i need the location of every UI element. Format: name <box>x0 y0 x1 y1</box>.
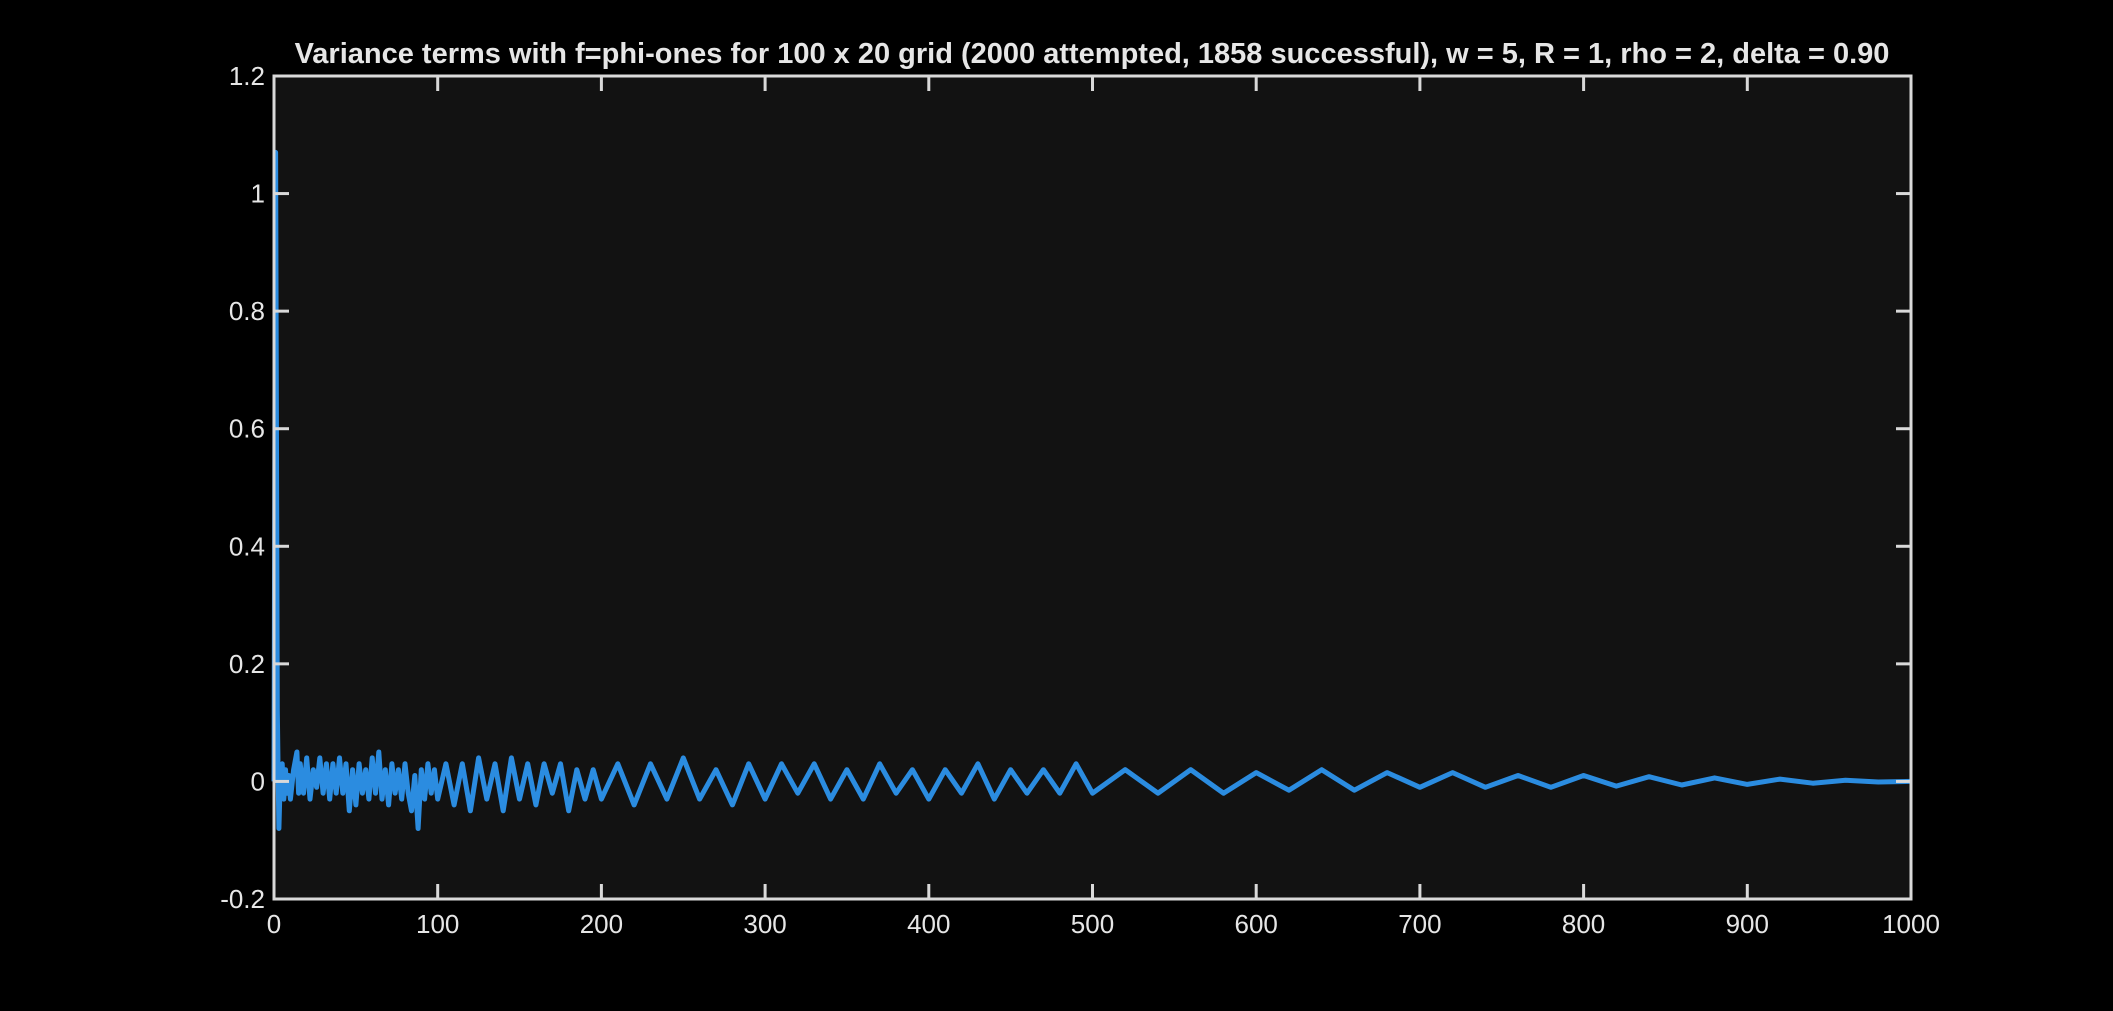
series-line-0 <box>271 149 1912 831</box>
x-tick-label: 100 <box>416 909 459 939</box>
y-tick-label: 1.2 <box>229 61 265 91</box>
y-tick-label: -0.2 <box>220 884 265 914</box>
x-tick-label: 600 <box>1235 909 1278 939</box>
ticks-layer: 0 100 200 300 400 500 600 700 800 900 1000-0.200.2… <box>220 61 1940 939</box>
series-layer <box>271 149 1912 831</box>
x-tick-label: 400 <box>907 909 950 939</box>
y-tick-label: 0.4 <box>229 531 265 561</box>
x-tick-label: 500 <box>1071 909 1114 939</box>
x-tick-label: 700 <box>1398 909 1441 939</box>
y-tick-label: 0.2 <box>229 649 265 679</box>
chart-title: Variance terms with f=phi-ones for 100 x… <box>295 38 1890 70</box>
x-tick-label: 300 <box>743 909 786 939</box>
plot-frame <box>272 74 1913 901</box>
y-tick-label: 0.8 <box>229 296 265 326</box>
y-tick-label: 0.6 <box>229 414 265 444</box>
x-tick-label: 1000 <box>1882 909 1940 939</box>
x-tick-label: 200 <box>580 909 623 939</box>
y-tick-label: 0 <box>251 766 265 796</box>
x-tick-label: 900 <box>1726 909 1769 939</box>
plot-area <box>274 76 1911 899</box>
y-tick-label: 1 <box>251 179 265 209</box>
x-tick-label: 0 <box>267 909 281 939</box>
x-tick-label: 800 <box>1562 909 1605 939</box>
